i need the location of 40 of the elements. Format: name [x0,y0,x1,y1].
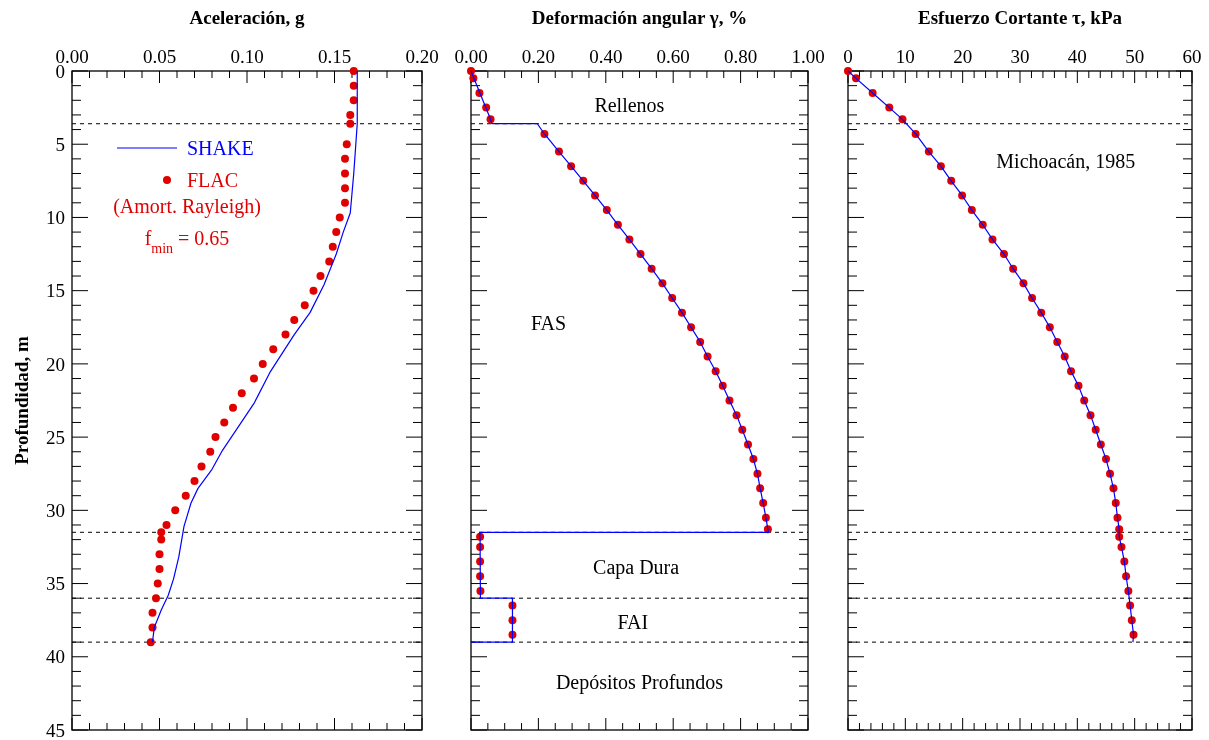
y-tick-label: 40 [46,646,65,668]
legend-label: SHAKE [187,137,254,159]
annotation: (Amort. Rayleigh) [113,195,261,218]
annotation: FAS [530,311,567,334]
x-axis-title: Aceleración, g [189,7,305,28]
x-tick-label: 0.10 [230,46,264,67]
x-tick-label: 0.80 [723,46,758,67]
annotation: Capa Dura [593,556,680,580]
annotation: Rellenos [594,93,665,116]
y-tick-label: 30 [46,499,65,521]
legend-label: FLAC [187,169,239,191]
x-tick-label: 10 [895,46,915,67]
x-axis-title: Esfuerzo Cortante τ, kPa [918,7,1123,28]
y-tick-label: 15 [46,280,65,302]
x-axis-title: Deformación angular γ, % [531,7,748,28]
annotation: f$_{min}$ = 0.65 [144,227,230,256]
x-tick-label: 0.20 [405,46,439,67]
x-tick-label: 0.20 [521,46,556,67]
annotation: Depósitos Profundos [555,670,724,694]
x-tick-label: 50 [1125,46,1145,67]
y-tick-label: 25 [46,426,65,448]
x-tick-label: 0.60 [656,46,690,67]
x-tick-label: 0 [843,46,853,67]
x-tick-label: 20 [953,46,973,67]
x-tick-label: 0.00 [454,46,488,67]
x-tick-label: 0.15 [317,46,352,67]
y-tick-label: 35 [46,573,65,595]
y-tick-label: 10 [46,207,65,229]
x-tick-label: 0.05 [142,46,177,67]
x-tick-label: 60 [1182,46,1202,67]
y-tick-label: 45 [46,719,65,740]
y-tick-label: 5 [55,133,65,155]
annotation: Michoacán, 1985 [996,149,1136,172]
annotation: FAI [617,610,649,633]
x-tick-label: 0.40 [589,46,623,67]
y-tick-label: 20 [46,353,65,375]
x-tick-label: 30 [1010,46,1030,67]
x-tick-label: 1.00 [791,46,825,67]
x-tick-label: 40 [1067,46,1087,67]
y-axis-title: Profundidad, m [11,336,32,465]
